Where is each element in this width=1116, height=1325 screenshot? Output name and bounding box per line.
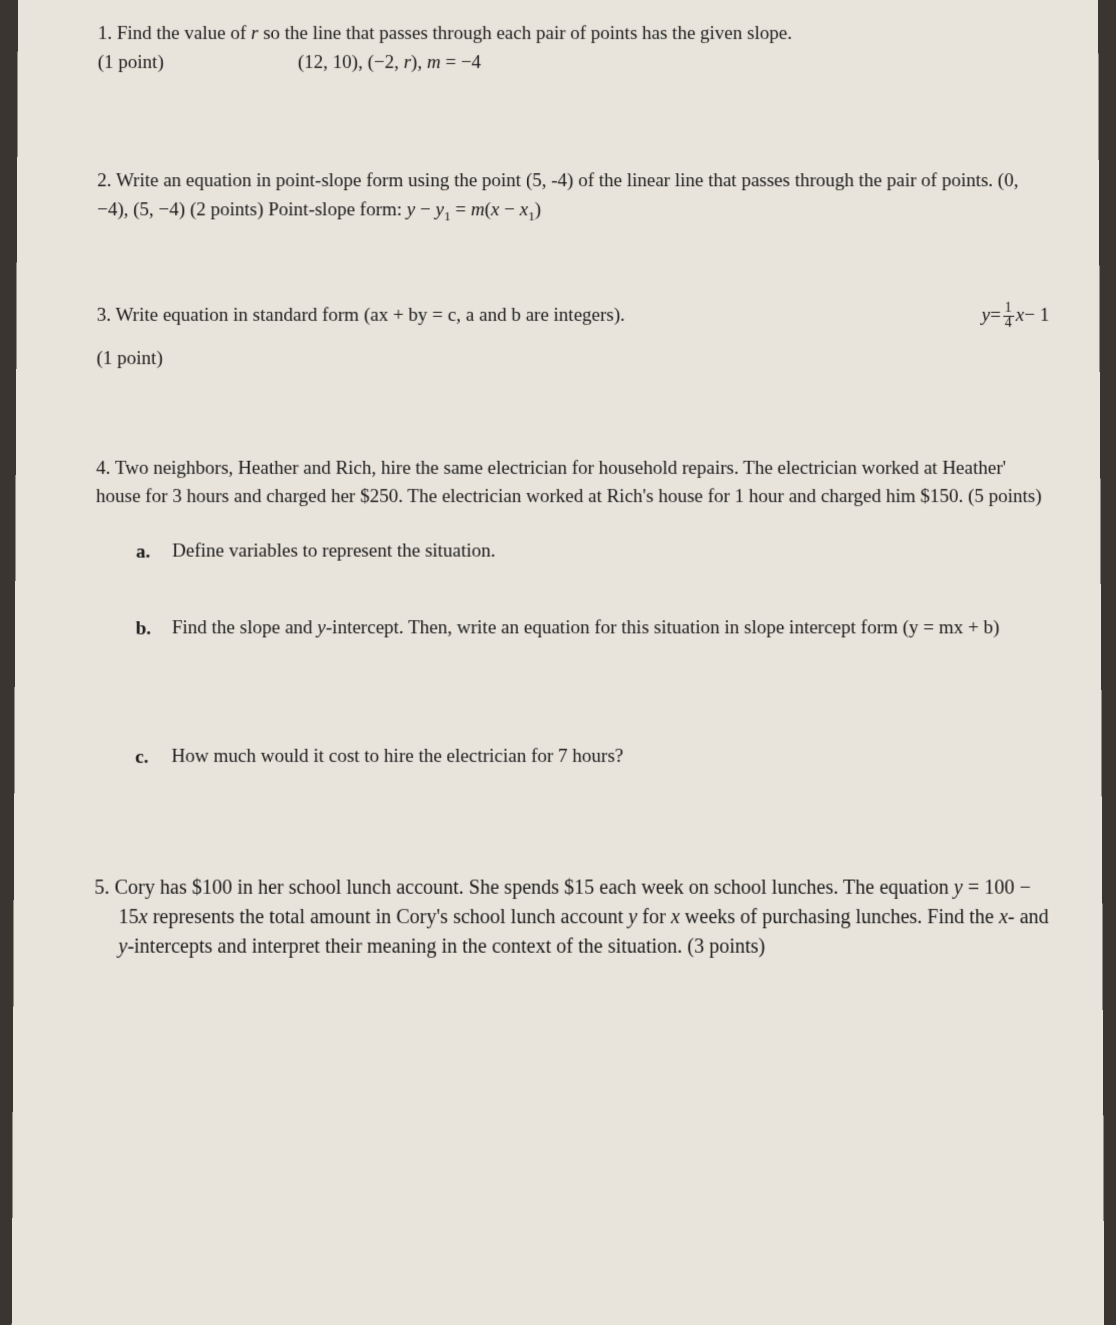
q2-text: 2. Write an equation in point-slope form… <box>97 170 1018 220</box>
q4-a-text: Define variables to represent the situat… <box>172 539 1050 567</box>
q5-text5: weeks of purchasing lunches. Find the <box>680 906 999 928</box>
q5-var-x: x <box>139 906 148 928</box>
q4-sub-c: c. How much would it cost to hire the el… <box>135 744 1051 772</box>
q5-var-y2: y <box>628 906 637 928</box>
question-5: 5. Cory has $100 in her school lunch acc… <box>118 873 1052 961</box>
q3-fraction: 1 4 <box>1003 302 1014 331</box>
q3-points: (1 point) <box>96 344 1049 375</box>
q4-b-text1: Find the slope and <box>172 617 317 638</box>
q2-close: ) <box>535 199 541 220</box>
q1-data-part2: ), <box>411 52 427 73</box>
q4-b-text2: -intercept. Then, write an equation for … <box>326 617 1000 638</box>
q2-eq: = <box>451 199 471 220</box>
q4-intro: 4. Two neighbors, Heather and Rich, hire… <box>96 455 1050 511</box>
q2-sub2: 1 <box>528 208 535 223</box>
q3-frac-num: 1 <box>1003 302 1014 317</box>
q5-text6: - and <box>1008 906 1049 928</box>
worksheet-page: 1. Find the value of r so the line that … <box>12 0 1104 1325</box>
q2-formula-x1: x <box>520 199 528 220</box>
question-4: 4. Two neighbors, Heather and Rich, hire… <box>95 455 1051 772</box>
q2-formula-m: m <box>471 199 485 220</box>
q3-eq-equals: = <box>990 301 1001 332</box>
q2-formula-x: x <box>491 199 499 220</box>
q4-c-text: How much would it cost to hire the elect… <box>171 744 1051 772</box>
q3-frac-den: 4 <box>1003 317 1014 331</box>
q3-eq-minus: − 1 <box>1024 301 1049 332</box>
q3-eq-y: y <box>982 301 991 332</box>
q2-dash1: − <box>415 199 435 220</box>
q1-text-part1: 1. Find the value of <box>98 23 251 44</box>
q1-var-m: m <box>427 52 441 73</box>
q3-eq-x: x <box>1016 301 1025 332</box>
q3-main: 3. Write equation in standard form (ax +… <box>97 301 1050 332</box>
q5-var-y: y <box>954 876 963 898</box>
q1-line2: (1 point) (12, 10), (−2, r), m = −4 <box>98 49 1049 78</box>
q5-text4: for <box>637 906 671 928</box>
q3-text: 3. Write equation in standard form (ax +… <box>97 301 952 332</box>
q4-sub-b: b. Find the slope and y-intercept. Then,… <box>136 615 1051 643</box>
q1-data-part3: = −4 <box>441 52 481 73</box>
q5-var-x2: x <box>671 906 680 928</box>
q4-b-text: Find the slope and y-intercept. Then, wr… <box>172 615 1051 643</box>
q2-formula-y1: y <box>435 199 443 220</box>
q5-var-y3: y <box>118 935 127 957</box>
q4-c-label: c. <box>135 744 155 772</box>
q4-b-label: b. <box>136 615 156 643</box>
q1-data: (12, 10), (−2, r), m = −4 <box>298 49 481 78</box>
q1-data-part1: (12, 10), (−2, <box>298 52 404 73</box>
q5-text7: -intercepts and interpret their meaning … <box>127 935 765 957</box>
q2-dash2: − <box>499 199 519 220</box>
q4-subquestions: a. Define variables to represent the sit… <box>135 539 1051 772</box>
q4-a-label: a. <box>136 539 156 567</box>
q4-b-var-y: y <box>317 617 326 638</box>
question-1: 1. Find the value of r so the line that … <box>98 20 1049 77</box>
q1-prompt: 1. Find the value of r so the line that … <box>98 20 1048 49</box>
q5-text1: 5. Cory has $100 in her school lunch acc… <box>94 876 953 898</box>
q1-points: (1 point) <box>98 49 298 78</box>
q2-sub1: 1 <box>444 208 451 223</box>
question-2: 2. Write an equation in point-slope form… <box>97 167 1049 225</box>
q3-equation: y = 1 4 x − 1 <box>982 301 1050 332</box>
q1-text-part2: so the line that passes through each pai… <box>258 23 792 44</box>
question-3: 3. Write equation in standard form (ax +… <box>96 301 1049 374</box>
q4-sub-a: a. Define variables to represent the sit… <box>136 539 1050 567</box>
q5-text3: represents the total amount in Cory's sc… <box>148 906 629 928</box>
